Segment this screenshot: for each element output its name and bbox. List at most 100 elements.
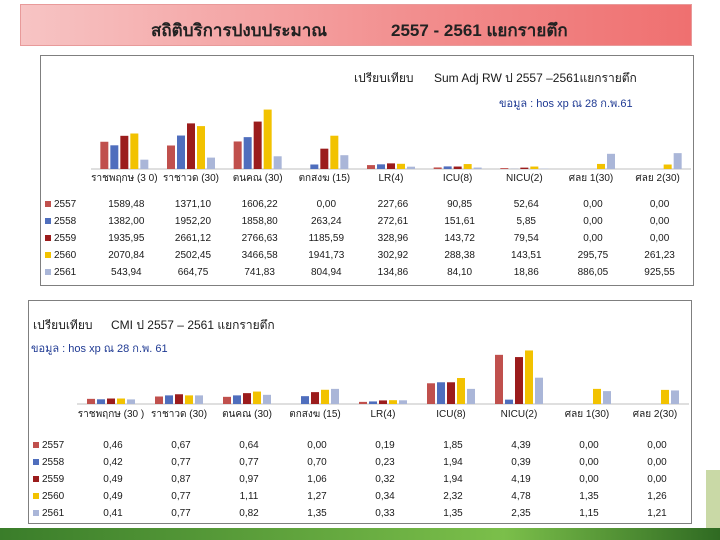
chart1-value-2560-8: 261,23 [644,250,675,261]
chart2-value-2559-0: 0,49 [103,474,123,485]
title-right: 2557 - 2561 แยกรายตึก [391,21,568,40]
series-cell: 2561 [43,264,93,281]
chart1-value-2560-7: 295,75 [577,250,609,261]
chart2-category-label-2: ตนคณ (30) [222,409,272,420]
chart2-bar-2561-1 [195,395,203,404]
chart1-category-label-2: ตนคณ (30) [232,173,283,184]
legend-key-2561 [45,269,51,276]
chart1-value-2561-2: 741,83 [244,267,275,278]
chart1-value-2557-6: 52,64 [513,199,539,210]
chart1-value-2561-3: 804,94 [311,267,342,278]
chart1-bar-2560-7 [597,163,605,169]
chart2-category-label-3: ตกสงฆ (15) [289,409,341,420]
series-label-2561: 2561 [42,508,65,519]
chart2-value-2559-4: 0,32 [375,474,395,485]
chart1-heading2: Sum Adj RW ป 2557 –2561แยกรายตึก [434,71,637,85]
chart2-bar-2560-2 [253,391,261,404]
chart2-bar-2561-5 [467,388,475,404]
chart2-category-label-1: ราชาวด (30) [150,409,208,420]
footer-bar [0,528,720,540]
chart1-bar-2558-1 [177,135,185,169]
series-cell: 2560 [31,488,79,505]
table-row: 2560 0,49 0,77 1,11 1,27 0,34 2,32 4,78 1,35 1,26 [31,488,691,505]
chart1-value-2561-4: 134,86 [377,267,409,278]
chart2-value-2557-0: 0,46 [103,440,123,451]
chart1-bar-2559-1 [187,123,195,169]
chart2-value-2560-8: 1,26 [647,491,667,502]
chart1-category-label-3: ตกสงฆ (15) [298,173,351,184]
chart1-bar-2561-5 [473,167,482,169]
series-label-2557: 2557 [54,199,77,210]
series-cell: 2559 [31,471,79,488]
chart2-bar-2561-3 [331,388,339,404]
chart2-value-2559-2: 0,97 [239,474,259,485]
chart2-category-label-4: LR(4) [370,409,396,420]
chart2-bar-2557-6 [495,354,503,404]
chart2-value-2560-3: 1,27 [307,491,327,502]
chart1-bar-2561-0 [140,159,149,169]
chart1-value-2557-0: 1589,48 [108,199,145,210]
series-cell: 2560 [43,247,93,264]
chart1-value-2558-0: 1382,00 [108,216,145,227]
chart2-value-2559-7: 0,00 [579,474,599,485]
chart-panel-1: เปรียบเทียบ Sum Adj RW ป 2557 –2561แยกรา… [40,55,694,286]
chart2-bar-2557-1 [155,396,163,404]
chart2-bar-2560-4 [389,400,397,404]
chart2-value-2557-3: 0,00 [307,440,327,451]
chart1-bar-2557-2 [233,141,242,169]
chart1-value-2560-4: 302,92 [377,250,409,261]
chart1-bar-2557-5 [433,167,442,169]
chart2-value-2558-5: 1,94 [443,457,463,468]
chart1-bar-2560-3 [330,135,339,169]
chart1-heading: เปรียบเทียบ [354,71,414,85]
chart1-category-label-1: ราชาวด (30) [162,173,220,184]
chart1-bar-2558-5 [443,166,452,169]
chart1-bar-2559-6 [520,167,529,169]
chart2-bar-2557-0 [87,398,95,404]
chart1-data-table: 2557 1589,48 1371,10 1606,22 0,00 227,66 90,85… [43,196,693,281]
chart1-value-2559-6: 79,54 [513,233,539,244]
chart2-bar-2560-3 [321,389,329,404]
chart1-source: ขอมูล : hos xp ณ 28 ก.พ.61 [499,98,633,110]
chart1-value-2560-1: 2502,45 [174,250,212,261]
chart2-value-2557-4: 0,19 [375,440,395,451]
chart2-value-2559-3: 1,06 [307,474,327,485]
chart1-value-2559-4: 328,96 [377,233,409,244]
chart1-bar-2561-1 [207,157,215,169]
chart2-bar-2559-2 [243,393,251,404]
chart2-value-2558-2: 0,77 [239,457,259,468]
chart1-value-2560-3: 1941,73 [308,250,345,261]
chart1-value-2558-1: 1952,20 [174,216,212,227]
chart2-heading: เปรียบเทียบ [33,318,93,332]
chart2-value-2558-6: 0,39 [511,457,531,468]
chart2-bar-2558-2 [233,395,241,404]
table-row: 2561 0,41 0,77 0,82 1,35 0,33 1,35 2,35 1,15 1,21 [31,505,691,522]
series-cell: 2558 [43,213,93,230]
chart2-heading2: CMI ป 2557 – 2561 แยกรายตึก [111,318,275,332]
chart1-bar-2557-6 [500,168,509,169]
chart2-bar-2559-0 [107,398,115,404]
chart1-value-2557-2: 1606,22 [241,199,278,210]
chart2-value-2561-7: 1,15 [579,508,599,519]
chart2-category-label-8: ศลย 2(30) [632,409,678,420]
legend-key-2557 [45,201,51,208]
chart1-bar-2560-8 [663,164,672,169]
chart1-value-2560-2: 3466,58 [241,250,278,261]
chart1-value-2561-1: 664,75 [177,267,209,278]
chart1-value-2561-7: 886,05 [577,267,609,278]
chart2-bar-2561-4 [399,400,407,404]
chart1-value-2560-6: 143,51 [510,250,542,261]
chart2-bar-2557-4 [359,401,367,404]
chart1-bar-2559-5 [453,166,462,169]
series-label-2558: 2558 [54,216,77,227]
chart2-value-2557-6: 4,39 [511,440,531,451]
chart1-value-2559-1: 2661,12 [174,233,212,244]
chart1-bar-2561-3 [340,155,349,169]
title-banner: สถิติบริการปงบประมาณ 2557 - 2561 แยกรายต… [20,4,692,46]
chart1-bar-2560-6 [530,166,539,169]
table-row: 2559 0,49 0,87 0,97 1,06 0,32 1,94 4,19 0,00 0,00 [31,471,691,488]
chart1-value-2560-5: 288,38 [444,250,475,261]
chart2-bar-2560-6 [525,350,533,404]
chart2-value-2559-1: 0,87 [171,474,191,485]
chart2-bar-2561-2 [263,394,271,404]
